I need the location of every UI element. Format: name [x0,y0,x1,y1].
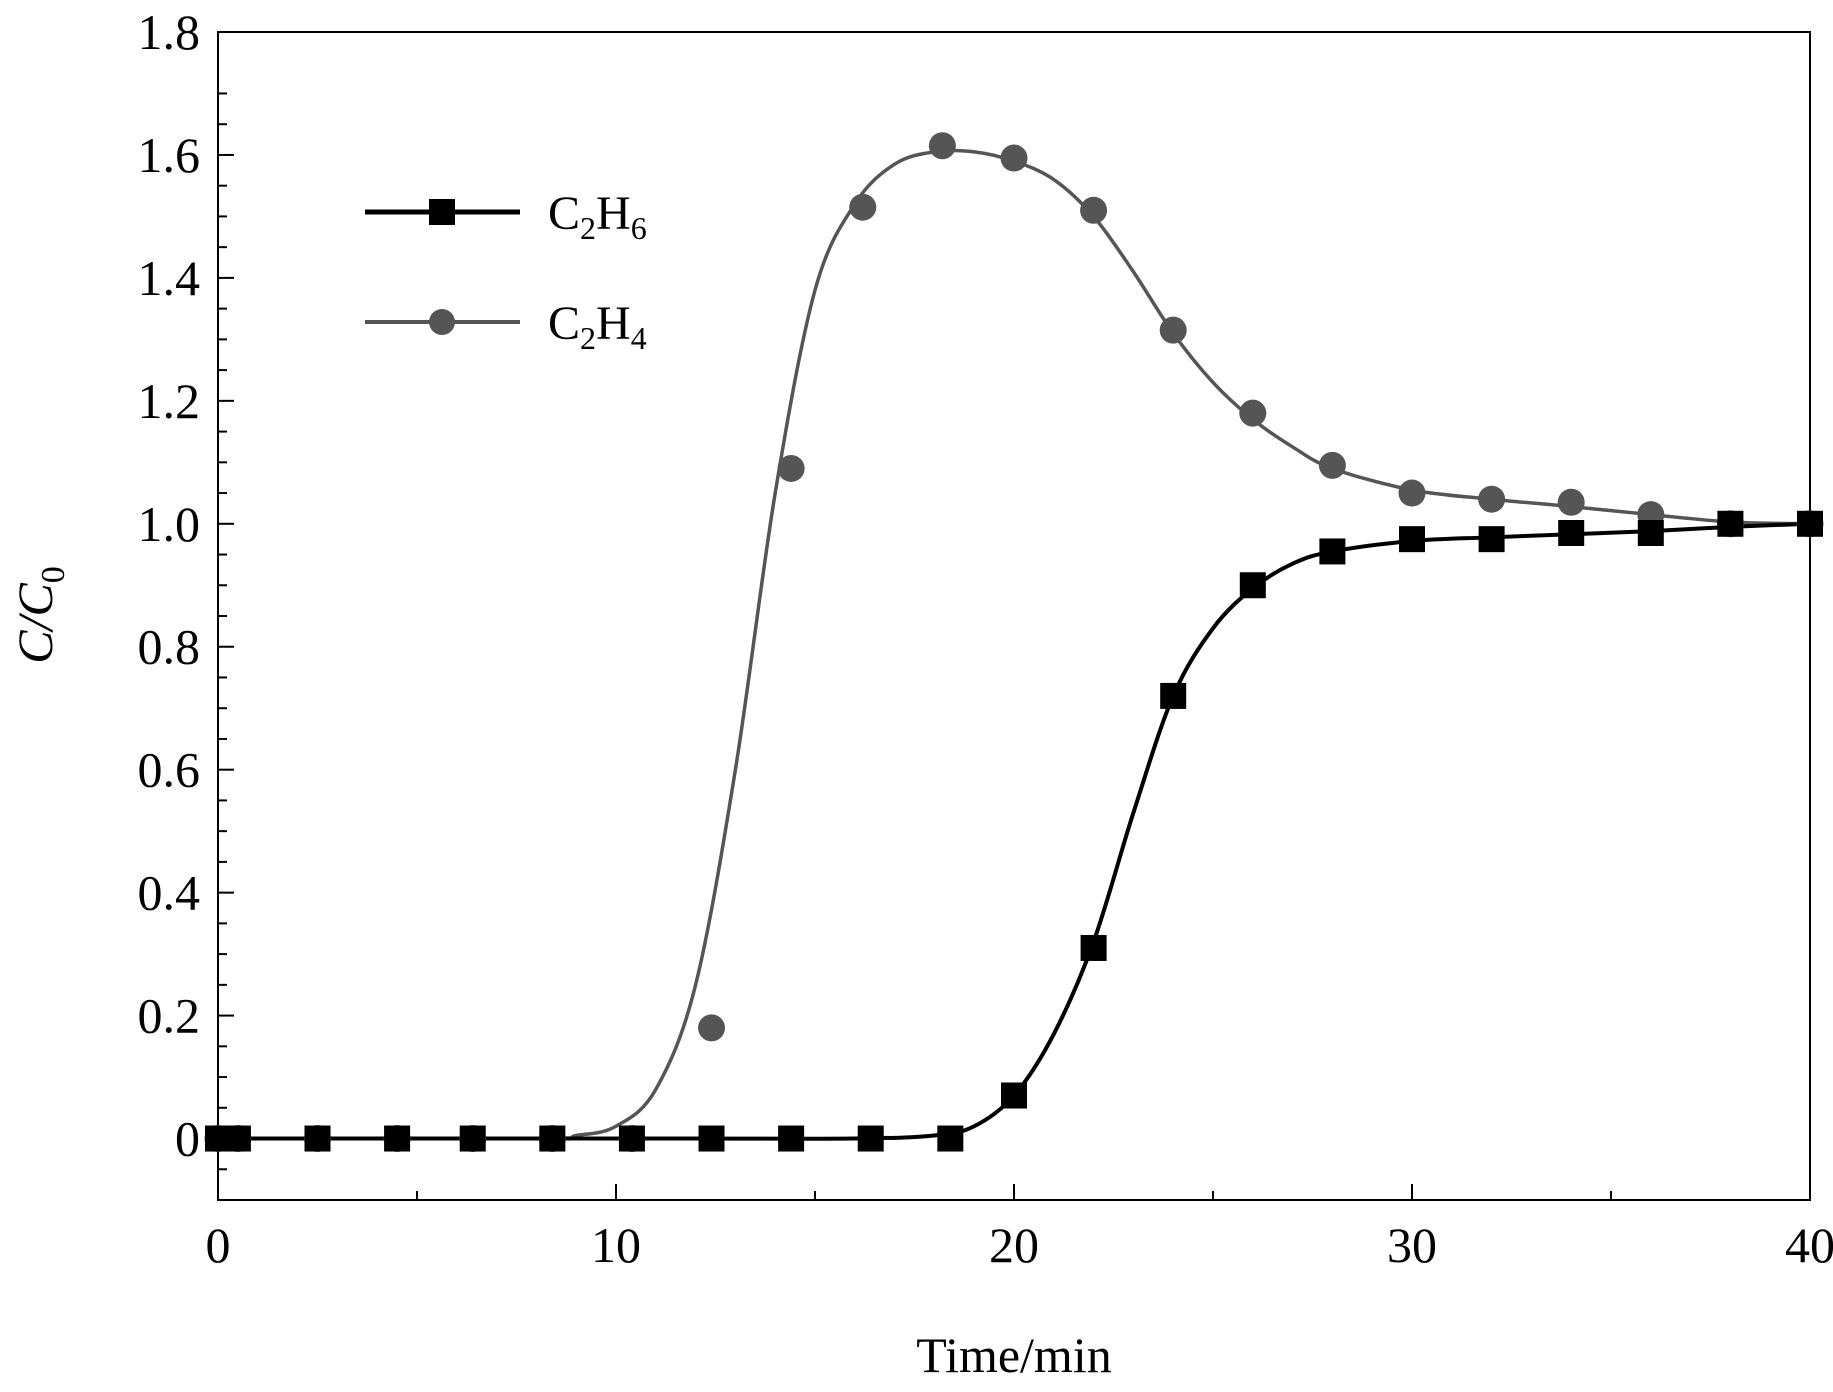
point-c2h6 [1717,510,1744,537]
point-c2h6 [304,1125,331,1152]
point-c2h4 [777,454,805,482]
point-c2h6 [1478,526,1505,553]
point-c2h6 [459,1125,486,1152]
y-tick-label: 1.8 [138,4,201,60]
point-c2h4 [1557,488,1585,516]
y-axis-label-main: C/C [7,583,63,664]
legend-marker-c2h4 [429,309,455,335]
y-tick-label: 1.6 [138,127,201,183]
y-tick-label: 0.2 [138,988,201,1044]
point-c2h6 [1637,520,1664,547]
point-c2h4 [1159,316,1187,344]
point-c2h6 [937,1125,964,1152]
plot-frame [217,31,1811,1201]
point-c2h6 [1319,538,1346,565]
point-c2h4 [849,193,877,221]
point-c2h6 [1160,682,1187,709]
x-tick-label: 10 [591,1217,641,1273]
point-c2h6 [1080,934,1107,961]
point-c2h6 [1239,572,1266,599]
point-c2h6 [224,1125,251,1152]
point-c2h6 [778,1125,805,1152]
point-c2h4 [1080,196,1108,224]
point-c2h4 [1318,451,1346,479]
y-tick-label: 1.2 [138,373,201,429]
x-tick-label: 20 [989,1217,1039,1273]
curve-c2h6 [218,521,1811,1141]
point-c2h6 [539,1125,566,1152]
y-tick-label: 0 [175,1111,200,1167]
y-tick-label: 1.4 [138,250,201,306]
point-c2h4 [698,1014,726,1042]
x-tick-label: 40 [1785,1217,1833,1273]
point-c2h4 [1000,144,1028,172]
x-tick-label: 0 [206,1217,231,1273]
point-c2h6 [384,1125,411,1152]
point-c2h4 [928,132,956,160]
legend-label-c2h4: C2H4 [548,297,647,356]
curves-group [217,148,1811,1141]
point-c2h4 [1398,479,1426,507]
y-axis-label: C/C0 [7,566,72,664]
y-tick-label: 0.6 [138,742,201,798]
y-axis-label-sub: 0 [35,566,72,583]
legend-item-c2h6: C2H6 [365,187,647,246]
point-c2h6 [857,1125,884,1152]
y-tick-label: 1.0 [138,496,201,552]
legend-label-c2h6: C2H6 [548,187,647,246]
point-c2h6 [1399,526,1425,553]
legend-item-c2h4: C2H4 [365,297,647,356]
markers-group [204,132,1824,1153]
point-c2h6 [618,1125,645,1152]
point-c2h6 [1001,1082,1027,1109]
point-c2h4 [1239,399,1267,427]
y-tick-label: 0.4 [138,865,201,921]
ticks-group: 0 10 20 30 40 0 0.2 0.4 0.6 0.8 1.0 1.2 1.4 1.6 1.8 [138,4,1833,1273]
x-axis-label: Time/min [916,1327,1111,1383]
legend-marker-c2h6 [429,199,455,225]
point-c2h6 [698,1125,725,1152]
point-c2h4 [1478,485,1506,513]
legend: C2H6 C2H4 [365,187,647,356]
point-c2h6 [1558,520,1585,547]
y-tick-label: 0.8 [138,619,201,675]
point-c2h6 [1797,510,1823,537]
x-tick-label: 30 [1387,1217,1437,1273]
curve-c2h4 [217,148,1811,1141]
